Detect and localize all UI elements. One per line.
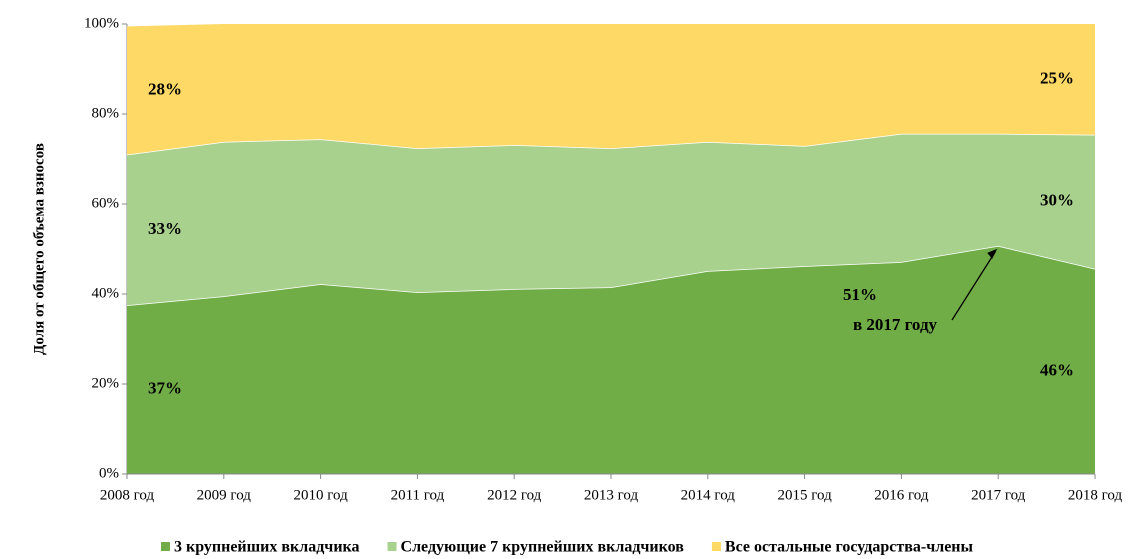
annotation-arrow [951,251,996,321]
data-label: 30% [1040,191,1074,210]
data-label: 46% [1040,360,1074,379]
area [127,245,1095,474]
data-label: 28% [148,79,182,98]
x-tick-label: 2009 год [197,487,252,503]
legend-label: Следующие 7 крупнейших вкладчиков [401,539,685,556]
annotation: 51% [843,285,877,304]
area [127,133,1095,306]
x-tick-label: 2014 год [681,487,736,503]
y-tick-label: 60% [92,195,120,211]
y-tick-label: 0% [99,465,119,481]
x-tick-label: 2017 год [971,487,1026,503]
arrow-head [987,248,998,259]
legend-swatch [160,542,170,551]
x-tick-label: 2012 год [487,487,542,503]
legend-swatch [711,542,721,551]
x-tick-label: 2013 год [584,487,639,503]
data-label: 37% [148,379,182,398]
y-tick-label: 20% [92,375,120,391]
area [127,24,1095,155]
x-tick-label: 2015 год [777,487,832,503]
annotation: в 2017 году [853,315,938,334]
y-tick-label: 100% [84,15,119,31]
x-tick-label: 2008 год [100,487,155,503]
y-tick-label: 40% [92,285,120,301]
data-label: 33% [148,219,182,238]
legend-label: 3 крупнейших вкладчика [174,539,360,556]
x-tick-label: 2010 год [293,487,348,503]
y-axis-label: Доля от общего объема взносов [31,143,47,355]
legend-swatch [387,542,397,551]
legend-label: Все остальные государства-члены [725,539,974,556]
x-tick-label: 2018 год [1068,487,1123,503]
x-tick-label: 2011 год [391,487,445,503]
x-tick-label: 2016 год [874,487,929,503]
y-tick-label: 80% [92,105,120,121]
data-label: 25% [1040,68,1074,87]
